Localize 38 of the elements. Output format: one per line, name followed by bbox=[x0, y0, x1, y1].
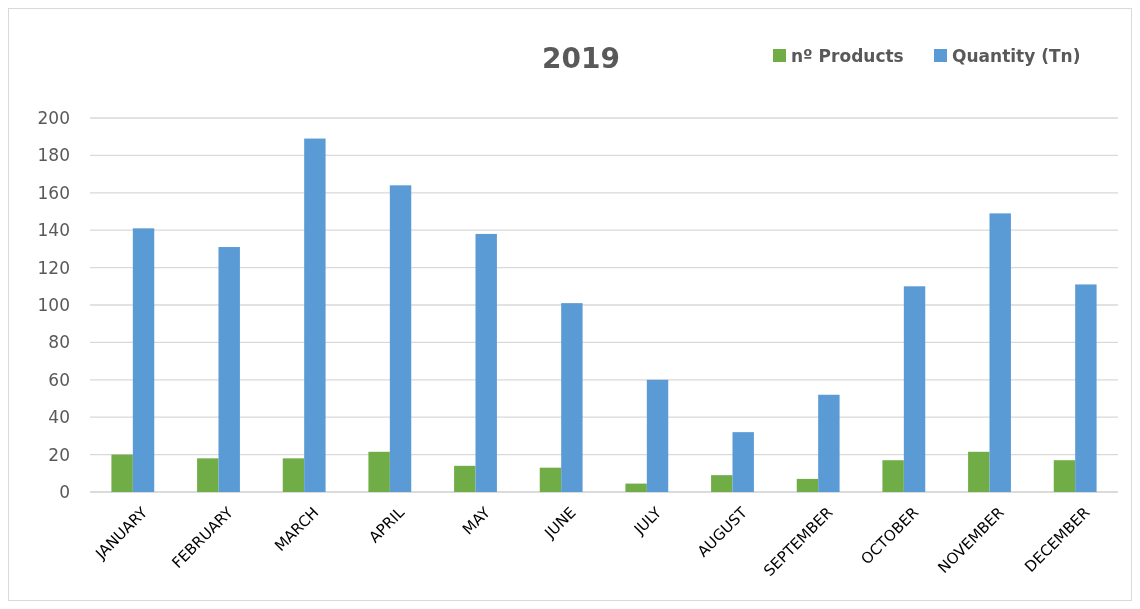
bar bbox=[796, 478, 819, 492]
bar bbox=[132, 228, 155, 492]
y-tick-label: 20 bbox=[48, 444, 70, 465]
y-tick-label: 200 bbox=[37, 107, 70, 128]
bar bbox=[218, 247, 240, 492]
y-tick-label: 180 bbox=[37, 145, 70, 166]
bar bbox=[646, 379, 669, 492]
bar bbox=[454, 465, 476, 492]
legend-label: nº Products bbox=[791, 46, 904, 66]
bar bbox=[903, 286, 926, 492]
bar bbox=[1053, 460, 1076, 492]
bar bbox=[389, 185, 412, 492]
bar bbox=[625, 483, 647, 492]
bar bbox=[197, 458, 219, 492]
bar bbox=[882, 460, 904, 492]
bar bbox=[968, 451, 990, 492]
y-tick-label: 160 bbox=[37, 182, 70, 203]
bar bbox=[539, 467, 562, 492]
chart-title: 2019 bbox=[542, 42, 620, 75]
bar bbox=[989, 213, 1011, 492]
bar bbox=[818, 394, 840, 492]
bar bbox=[282, 458, 305, 492]
bar bbox=[304, 138, 326, 492]
bar bbox=[368, 451, 390, 492]
bar bbox=[711, 475, 733, 492]
y-tick-label: 60 bbox=[48, 369, 70, 390]
y-tick-label: 140 bbox=[37, 220, 70, 241]
y-tick-label: 40 bbox=[48, 407, 70, 428]
bar bbox=[561, 303, 583, 492]
bar bbox=[1075, 284, 1097, 492]
bar bbox=[475, 233, 497, 492]
y-tick-label: 120 bbox=[37, 257, 70, 278]
bar bbox=[111, 454, 133, 492]
legend-label: Quantity (Tn) bbox=[952, 46, 1081, 66]
y-tick-label: 0 bbox=[59, 481, 70, 502]
y-tick-label: 80 bbox=[48, 332, 70, 353]
y-tick-label: 100 bbox=[37, 294, 70, 315]
bar bbox=[732, 432, 754, 492]
